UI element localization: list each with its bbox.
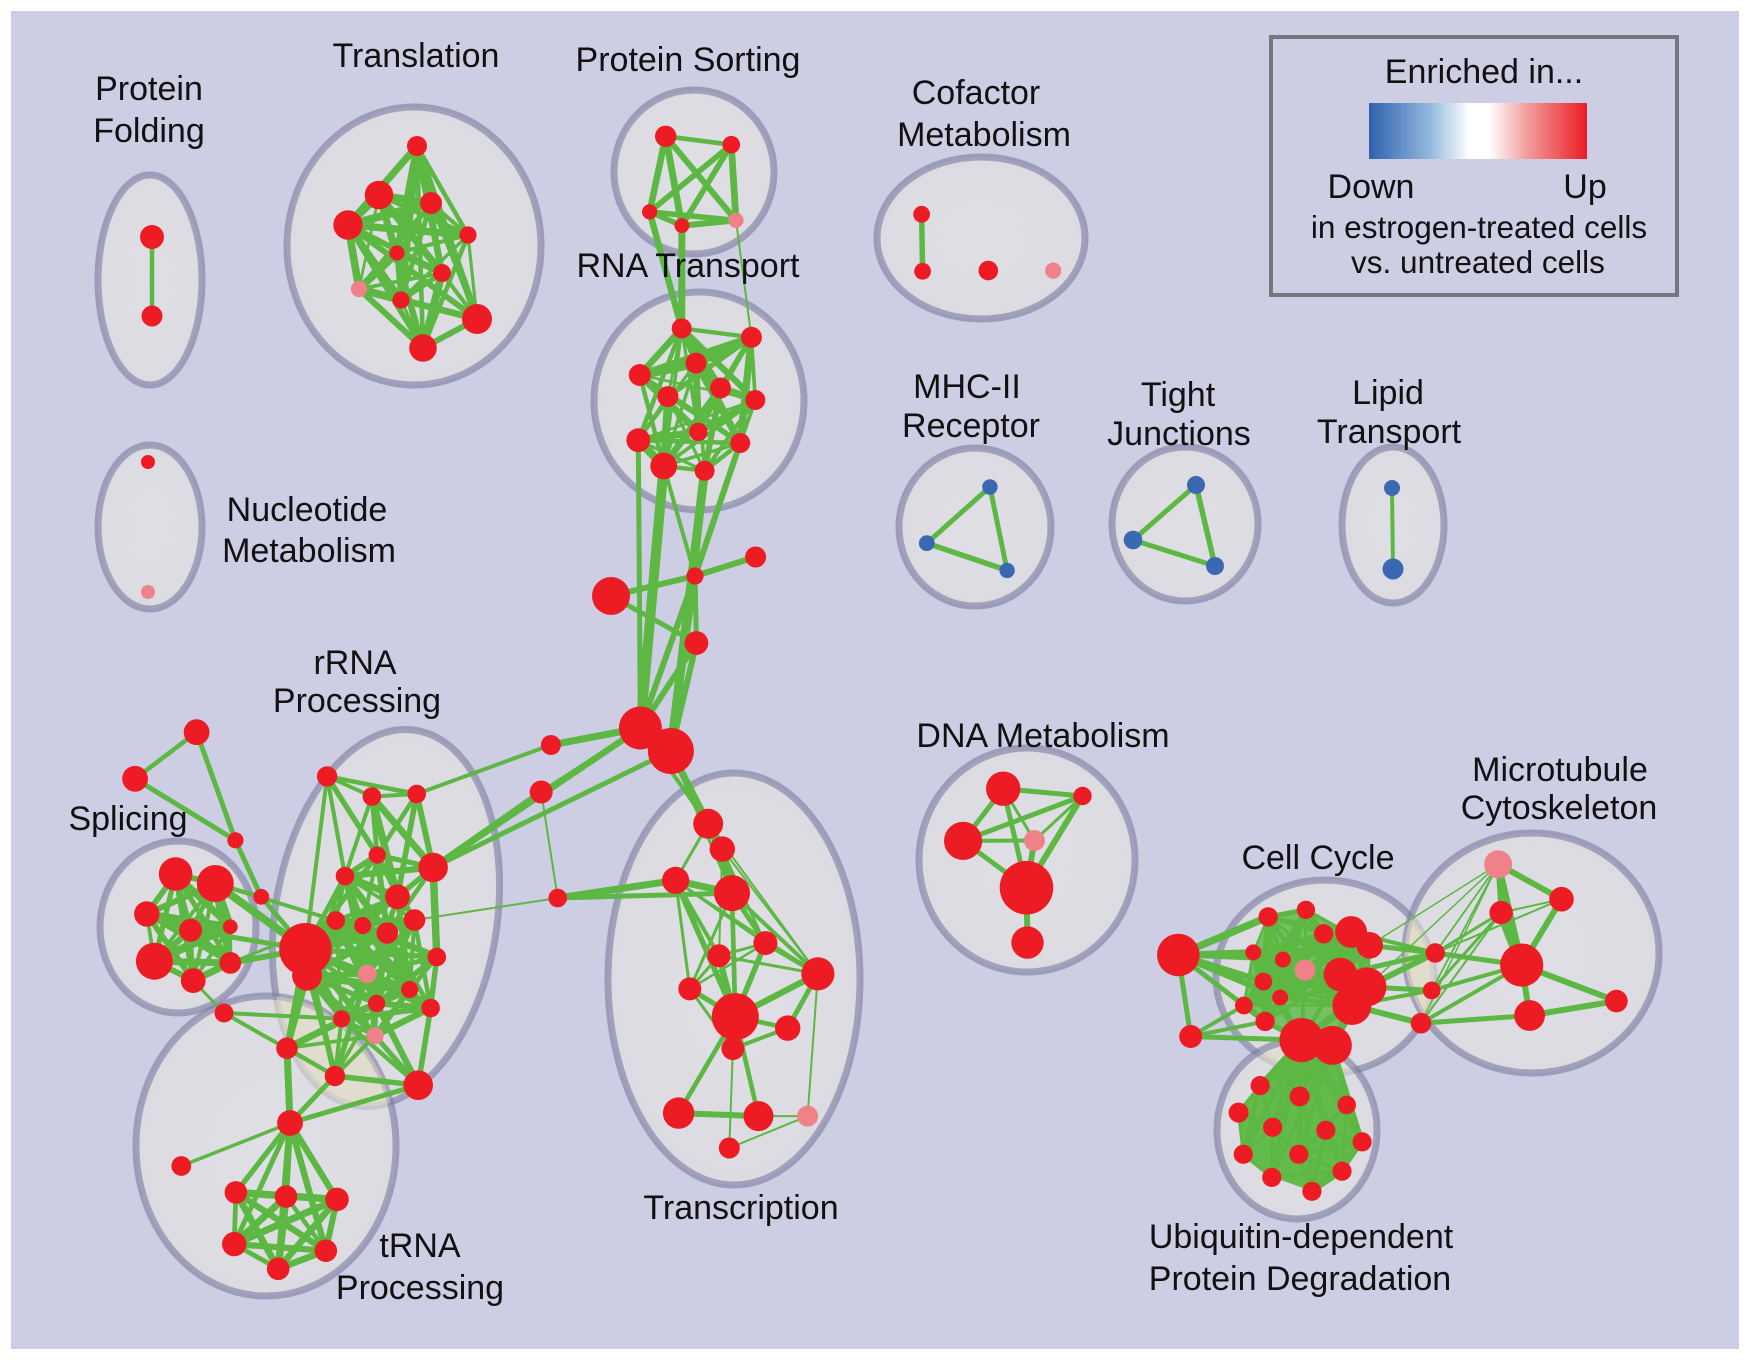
svg-text:Up: Up xyxy=(1563,168,1606,206)
svg-text:rRNA: rRNA xyxy=(313,644,396,682)
svg-text:Cofactor: Cofactor xyxy=(912,74,1041,112)
svg-text:Transport: Transport xyxy=(1317,413,1462,451)
svg-text:Protein Degradation: Protein Degradation xyxy=(1149,1260,1451,1298)
svg-text:Processing: Processing xyxy=(273,682,441,720)
svg-text:Metabolism: Metabolism xyxy=(222,532,396,570)
svg-text:Protein Sorting: Protein Sorting xyxy=(576,41,801,79)
svg-text:Protein: Protein xyxy=(95,70,203,108)
svg-text:tRNA: tRNA xyxy=(379,1227,461,1265)
svg-text:Transcription: Transcription xyxy=(643,1189,838,1227)
svg-text:Translation: Translation xyxy=(333,37,500,75)
svg-text:in estrogen-treated cells: in estrogen-treated cells xyxy=(1311,209,1647,245)
svg-text:Down: Down xyxy=(1328,168,1415,206)
svg-text:Folding: Folding xyxy=(93,112,205,150)
svg-text:Cell Cycle: Cell Cycle xyxy=(1241,839,1394,877)
svg-text:Processing: Processing xyxy=(336,1269,504,1307)
svg-text:Receptor: Receptor xyxy=(902,407,1040,445)
svg-text:Lipid: Lipid xyxy=(1352,374,1424,412)
svg-text:Cytoskeleton: Cytoskeleton xyxy=(1461,789,1658,827)
svg-text:DNA Metabolism: DNA Metabolism xyxy=(916,717,1169,755)
svg-text:RNA Transport: RNA Transport xyxy=(577,247,801,285)
svg-text:Nucleotide: Nucleotide xyxy=(227,491,388,529)
svg-text:Junctions: Junctions xyxy=(1107,415,1251,453)
svg-text:Ubiquitin-dependent: Ubiquitin-dependent xyxy=(1149,1218,1454,1256)
svg-text:vs. untreated cells: vs. untreated cells xyxy=(1351,244,1605,280)
svg-text:MHC-II: MHC-II xyxy=(913,368,1021,406)
svg-text:Metabolism: Metabolism xyxy=(897,116,1071,154)
svg-text:Enriched in...: Enriched in... xyxy=(1385,53,1583,91)
svg-text:Microtubule: Microtubule xyxy=(1472,751,1648,789)
svg-text:Tight: Tight xyxy=(1141,376,1216,414)
svg-text:Splicing: Splicing xyxy=(68,800,187,838)
